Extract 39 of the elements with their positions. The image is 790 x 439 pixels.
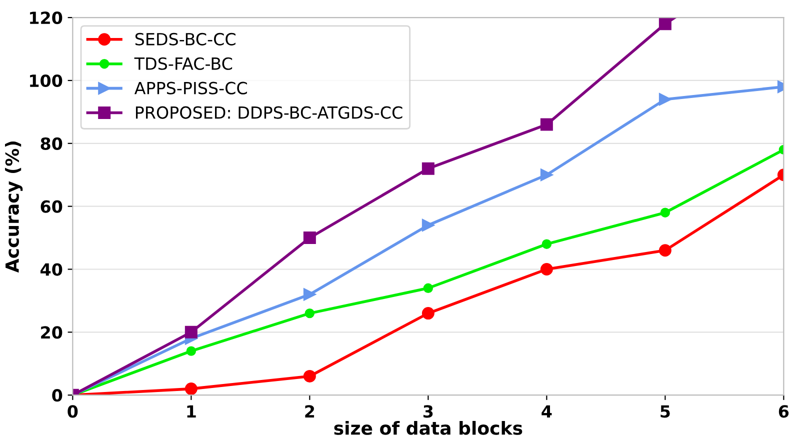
x-tick-label: 6 <box>778 405 789 418</box>
point <box>658 93 672 106</box>
point <box>303 370 316 382</box>
y-tick-label: 80 <box>40 137 62 150</box>
x-tick-label: 5 <box>660 405 670 418</box>
point <box>658 18 672 30</box>
point <box>540 168 553 182</box>
legend-label: TDS-FAC-BC <box>134 57 232 70</box>
legend-label: SEDS-BC-CC <box>135 32 236 46</box>
y-tick-label: 20 <box>41 326 62 339</box>
point <box>303 232 316 244</box>
point <box>422 162 434 175</box>
x-tick-label: 2 <box>305 405 314 418</box>
point <box>540 263 553 276</box>
legend-label: APPS-PISS-CC <box>134 82 247 94</box>
point <box>423 283 434 293</box>
x-tick-label: 0 <box>68 405 78 418</box>
y-tick-label: 120 <box>30 12 62 24</box>
point <box>422 218 434 232</box>
x-tick-label: 1 <box>187 405 196 418</box>
point <box>186 346 196 356</box>
y-tick-label: 0 <box>52 389 62 402</box>
point <box>542 239 552 249</box>
y-axis-title: Accuracy (%) <box>5 142 23 273</box>
y-tick-label: 40 <box>40 263 62 276</box>
point <box>184 326 198 338</box>
y-tick-label: 100 <box>30 74 62 88</box>
point <box>304 308 315 318</box>
point <box>303 288 316 301</box>
point <box>422 307 434 320</box>
y-tick-label: 60 <box>40 200 62 213</box>
point <box>184 382 198 396</box>
x-tick-label: 3 <box>423 405 433 418</box>
legend-label: PROPOSED: DDPS-BC-ATGDS-CC <box>136 106 402 119</box>
x-tick-label: 4 <box>542 405 552 418</box>
x-axis-title: size of data blocks <box>334 420 522 435</box>
point <box>658 244 672 257</box>
point <box>540 118 553 131</box>
point <box>660 208 670 218</box>
